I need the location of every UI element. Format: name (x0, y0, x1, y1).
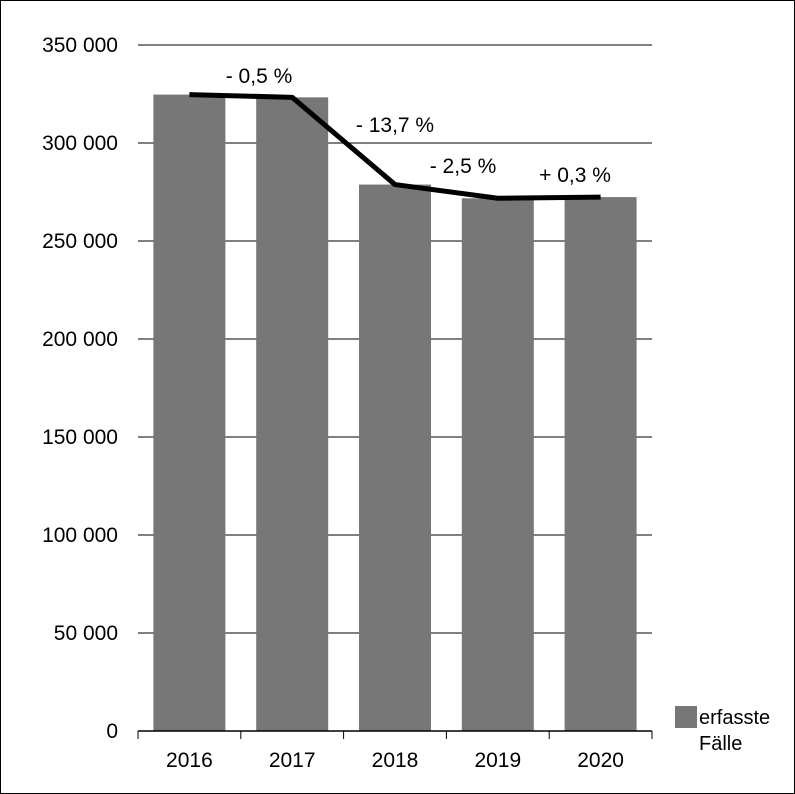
bar-2016 (153, 94, 226, 731)
x-tick-label-2018: 2018 (372, 749, 419, 772)
y-tick-label: 350 000 (42, 34, 118, 57)
bar-2017 (256, 97, 329, 731)
bar-2018 (359, 184, 431, 731)
legend-label: Fälle (699, 733, 742, 755)
legend-swatch (675, 706, 697, 728)
bar-2020 (564, 197, 637, 731)
change-label: - 13,7 % (356, 114, 434, 137)
x-tick-label-2016: 2016 (166, 749, 213, 772)
x-tick-label-2020: 2020 (577, 749, 624, 772)
change-label: - 2,5 % (430, 155, 497, 178)
x-tick-label-2017: 2017 (269, 749, 316, 772)
y-tick-label: 300 000 (42, 132, 118, 155)
y-tick-label: 100 000 (42, 524, 118, 547)
y-tick-label: 200 000 (42, 328, 118, 351)
y-tick-label: 150 000 (42, 426, 118, 449)
axes: 0 50 000 100 000 150 000 200 000 250 000 300 0… (42, 34, 653, 772)
y-tick-label: 0 (106, 720, 118, 743)
y-tick-label: 250 000 (42, 230, 118, 253)
bars (153, 94, 637, 732)
legend-label: erfasste (699, 707, 770, 729)
change-label: - 0,5 % (226, 65, 293, 88)
trend-line-group (189, 92, 601, 201)
legend: erfasste Fälle (675, 706, 770, 755)
trend-line (189, 92, 601, 201)
change-label: + 0,3 % (539, 164, 611, 187)
x-tick-label-2019: 2019 (474, 749, 521, 772)
bar-2019 (461, 198, 534, 732)
change-labels: - 0,5 % - 13,7 % - 2,5 % + 0,3 % (226, 65, 611, 187)
y-tick-label: 50 000 (54, 622, 118, 645)
